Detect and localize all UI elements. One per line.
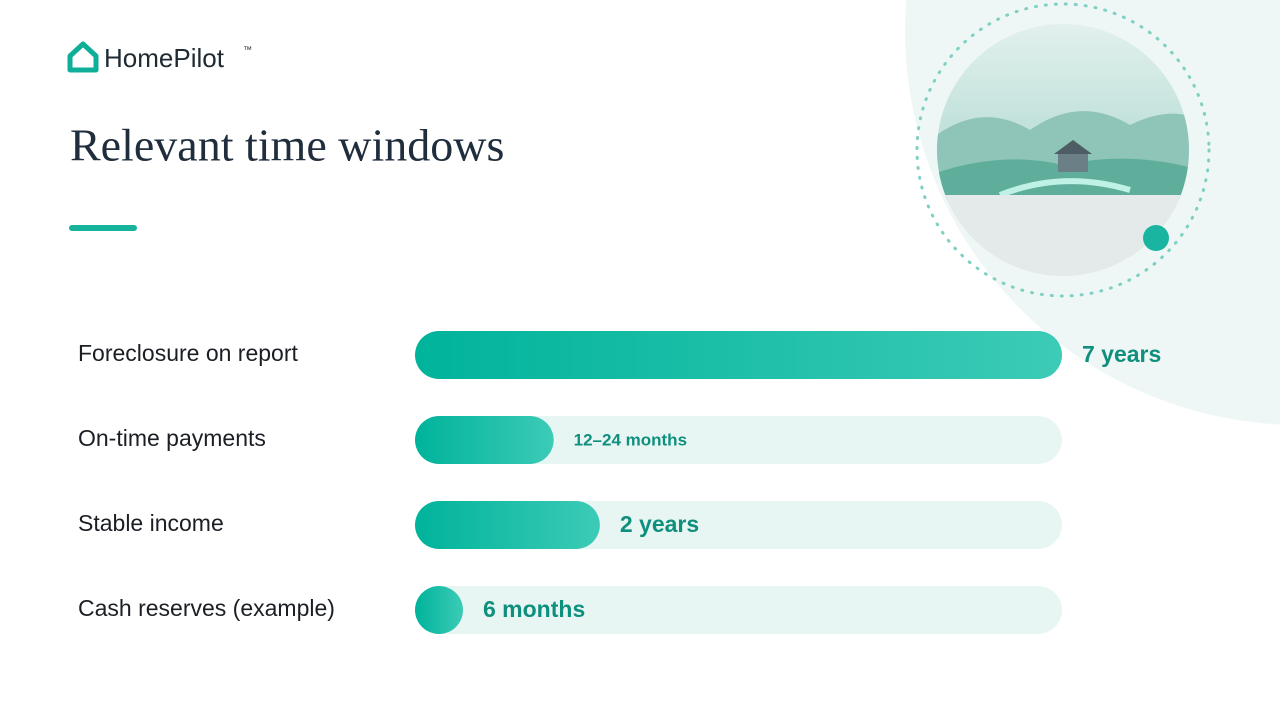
trademark: ™ [243, 44, 252, 54]
logo: HomePilot ™ [67, 41, 252, 73]
category-label: Cash reserves (example) [78, 595, 335, 621]
dotted-ring [915, 2, 1211, 298]
category-label: Stable income [78, 510, 224, 536]
bar [415, 331, 1062, 379]
category-label: On-time payments [78, 425, 266, 451]
bar [415, 416, 554, 464]
value-label: 7 years [1082, 341, 1161, 367]
bar-track [415, 416, 1062, 464]
bar-track [415, 586, 1062, 634]
accent-dot [1143, 225, 1169, 251]
value-label: 2 years [620, 511, 699, 537]
bar [415, 501, 600, 549]
brand-name: HomePilot [104, 43, 225, 73]
category-label: Foreclosure on report [78, 340, 298, 366]
title-underline [69, 225, 137, 231]
bar [415, 586, 463, 634]
chart: Foreclosure on report 7 years On-time paym… [78, 331, 1161, 634]
chart-title: Relevant time windows [70, 120, 504, 171]
value-label: 6 months [483, 596, 585, 622]
value-label: 12–24 months [574, 430, 687, 449]
